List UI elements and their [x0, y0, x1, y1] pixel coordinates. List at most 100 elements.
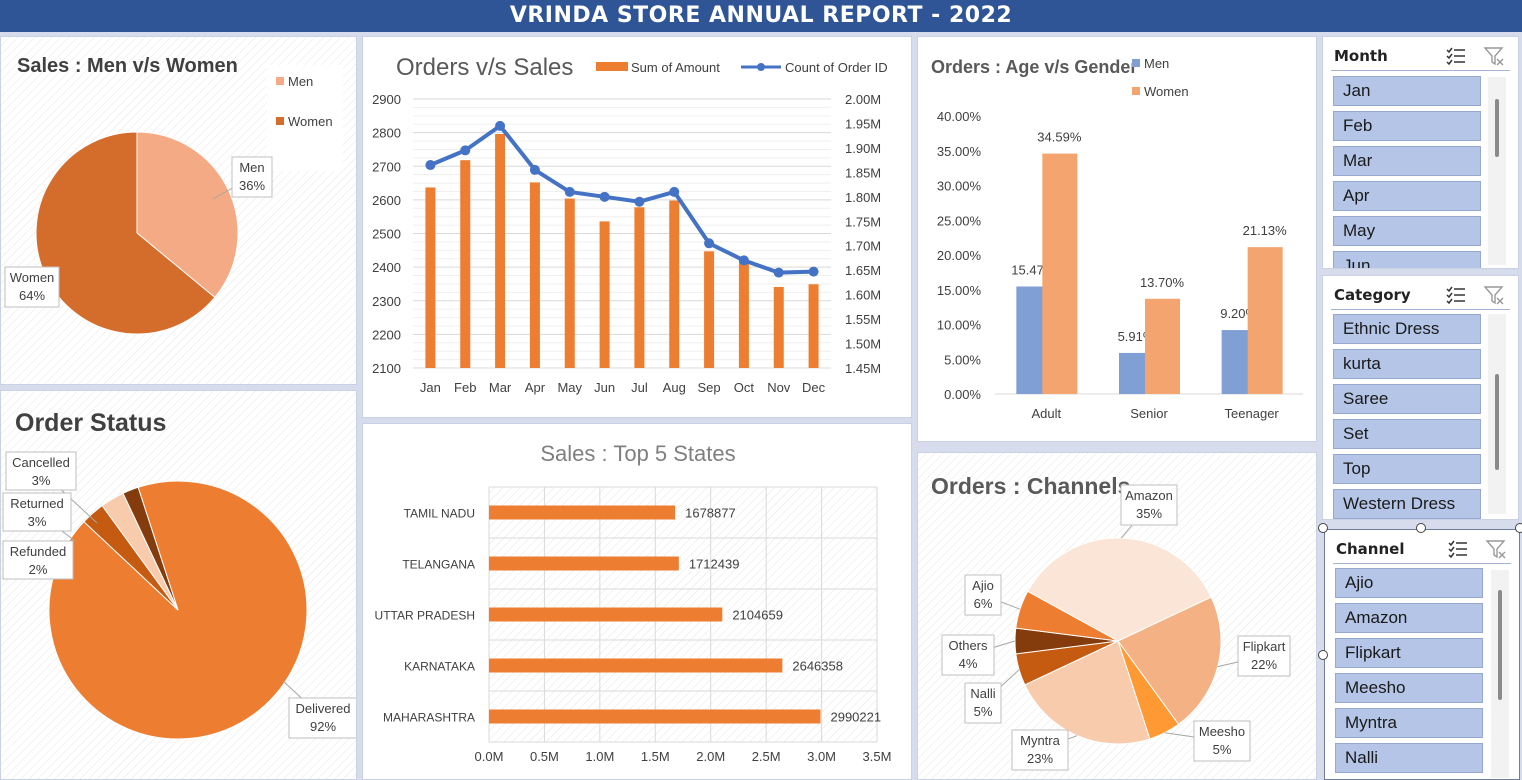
x-tick-label: Apr: [525, 380, 546, 395]
data-label: 5%: [974, 704, 993, 719]
top-states-chart-panel[interactable]: Sales : Top 5 States 0.0M 0.5M 1.0M 1.5M 2.0M…: [362, 423, 912, 780]
line-point: [564, 186, 575, 197]
x-tick-label: 2.0M: [696, 749, 725, 764]
channels-chart-panel[interactable]: Orders : Channels Amazon 35% Flipkart 22% Mee…: [917, 452, 1317, 780]
x-tick-label: Feb: [454, 380, 476, 395]
slicer-item-channel[interactable]: Flipkart: [1335, 638, 1483, 668]
legend-label: Sum of Amount: [631, 60, 720, 75]
slicer-item-month[interactable]: Feb: [1333, 111, 1481, 141]
resize-handle[interactable]: [1318, 523, 1328, 533]
data-label: Women: [10, 270, 55, 285]
resize-handle[interactable]: [1515, 523, 1522, 533]
data-label: 64%: [19, 288, 45, 303]
resize-handle[interactable]: [1416, 523, 1426, 533]
slicer-item-channel[interactable]: Meesho: [1335, 673, 1483, 703]
y-tick-label: 10.00%: [937, 318, 982, 333]
y-tick-label: 20.00%: [937, 248, 982, 263]
channel-scroll-thumb[interactable]: [1498, 590, 1502, 700]
slicer-item-channel[interactable]: Amazon: [1335, 603, 1483, 633]
data-label: Flipkart: [1243, 639, 1286, 654]
y2-tick-label: 1.90M: [845, 141, 881, 156]
month-scrollbar[interactable]: [1488, 77, 1506, 265]
y2-tick-label: 1.75M: [845, 214, 881, 229]
x-tick-label: 3.5M: [863, 749, 892, 764]
y2-tick-label: 1.65M: [845, 263, 881, 278]
x-tick-label: 0.5M: [530, 749, 559, 764]
bar: [599, 221, 610, 368]
multi-select-icon[interactable]: [1447, 538, 1469, 560]
x-tick-label: 0.0M: [475, 749, 504, 764]
y2-tick-label: 1.80M: [845, 190, 881, 205]
clear-filter-icon[interactable]: [1483, 284, 1505, 306]
y2-tick-label: 1.55M: [845, 312, 881, 327]
legend-swatch: [1132, 87, 1140, 95]
slicer-item-category[interactable]: Top: [1333, 454, 1481, 484]
data-label: 23%: [1027, 751, 1053, 766]
data-label-box: [1237, 635, 1291, 677]
y-tick-label: 5.00%: [944, 352, 981, 367]
channel-slicer[interactable]: Channel Ajio Amazon Flipkart Meesho Myntra Na…: [1324, 529, 1520, 780]
data-label: 6%: [974, 596, 993, 611]
legend-swatch: [596, 62, 628, 71]
slicer-item-month[interactable]: Apr: [1333, 181, 1481, 211]
age-gender-chart-panel[interactable]: Orders : Age v/s Gender Men Women 0.00% 5.00…: [917, 36, 1317, 442]
slicer-item-month[interactable]: Jan: [1333, 76, 1481, 106]
bar: [489, 556, 679, 571]
bar: [489, 607, 723, 622]
slicer-item-month[interactable]: Jun: [1333, 251, 1481, 268]
category-slicer[interactable]: Category Ethnic Dress kurta Saree Set Top Wes…: [1322, 275, 1519, 520]
slicer-item-category[interactable]: Saree: [1333, 384, 1481, 414]
line-point: [599, 191, 610, 202]
multi-select-icon[interactable]: [1445, 45, 1467, 67]
y-tick-label: TAMIL NADU: [404, 507, 475, 521]
x-tick-label: Senior: [1130, 406, 1168, 421]
y-tick-label: 0.00%: [944, 387, 981, 402]
orders-sales-chart-panel[interactable]: Orders v/s Sales Sum of Amount Count of Or…: [362, 36, 912, 418]
data-label: 34.59%: [1037, 130, 1082, 145]
category-slicer-title: Category: [1334, 286, 1411, 304]
order-status-chart-panel[interactable]: Order Status Cancelled 3% Returned 3% Refunde…: [0, 390, 357, 780]
category-scroll-thumb[interactable]: [1495, 374, 1499, 470]
slicer-item-channel[interactable]: Nalli: [1335, 743, 1483, 773]
slicer-item-category[interactable]: Set: [1333, 419, 1481, 449]
data-label: Delivered: [296, 701, 351, 716]
slicer-item-channel[interactable]: Ajio: [1335, 568, 1483, 598]
legend-swatch: [1132, 59, 1140, 67]
data-label: 1712439: [689, 557, 740, 572]
month-slicer[interactable]: Month Jan Feb Mar Apr May Jun: [1322, 36, 1519, 269]
multi-select-icon[interactable]: [1445, 284, 1467, 306]
line-point: [460, 145, 471, 156]
gender-chart-panel[interactable]: Sales : Men v/s Women Men Women Men 36% Women…: [0, 36, 357, 385]
pie-slice-flipkart: [1117, 596, 1222, 726]
slicer-item-channel[interactable]: Myntra: [1335, 708, 1483, 738]
line-point: [738, 255, 749, 266]
legend-swatch: [276, 117, 284, 125]
resize-handle[interactable]: [1318, 650, 1328, 660]
data-label-box: [5, 451, 77, 491]
y-tick-label: 30.00%: [937, 179, 982, 194]
month-scroll-thumb[interactable]: [1495, 99, 1499, 157]
data-label: 2646358: [792, 659, 843, 674]
chart-title: Orders v/s Sales: [396, 54, 573, 81]
channel-scrollbar[interactable]: [1491, 570, 1509, 778]
slicer-item-category[interactable]: Ethnic Dress: [1333, 314, 1481, 344]
slicer-item-month[interactable]: May: [1333, 216, 1481, 246]
slicer-item-category[interactable]: kurta: [1333, 349, 1481, 379]
clear-filter-icon[interactable]: [1485, 538, 1507, 560]
data-label: Ajio: [972, 578, 994, 593]
slicer-item-category[interactable]: Western Dress: [1333, 489, 1481, 519]
data-label: Refunded: [10, 544, 66, 559]
pie-slice-myntra: [1024, 640, 1151, 745]
bar: [489, 709, 821, 724]
x-tick-label: 1.5M: [641, 749, 670, 764]
slicer-item-month[interactable]: Mar: [1333, 146, 1481, 176]
data-label-box: [964, 574, 1002, 616]
bar: [808, 284, 819, 368]
data-label-box: [1193, 720, 1251, 762]
clear-filter-icon[interactable]: [1483, 45, 1505, 67]
category-scrollbar[interactable]: [1488, 314, 1506, 514]
pie-slice-refunded: [122, 486, 179, 611]
bar-women: [1247, 247, 1283, 394]
x-tick-label: Oct: [734, 380, 755, 395]
data-label: 21.13%: [1243, 223, 1288, 238]
